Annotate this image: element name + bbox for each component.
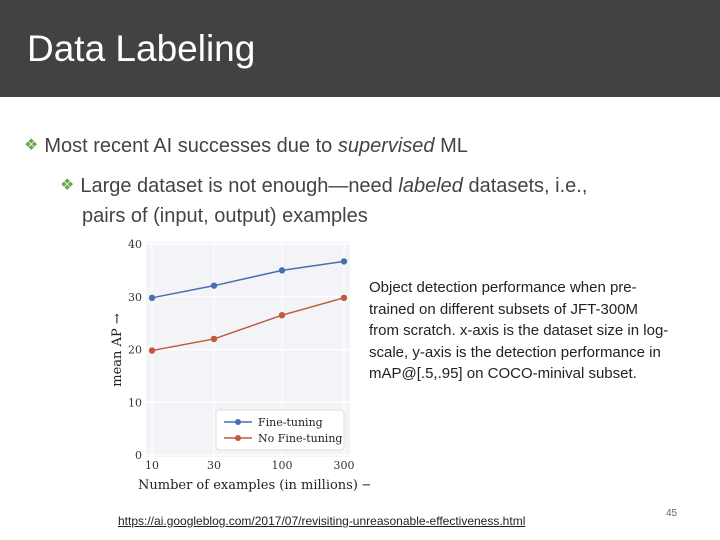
bullet-text-pre: Most recent AI successes due to [44,135,338,157]
legend-box [215,409,345,451]
bullet-level-2: ❖ Large dataset is not enough—need labele… [60,171,700,231]
x-tick-label: 30 [207,459,221,472]
y-axis-label: mean AP → [110,313,125,387]
data-point [210,335,218,343]
chart-caption: Object detection performance when pre-tr… [369,279,669,382]
x-tick-label: 100 [271,459,292,472]
slide-title: Data Labeling [27,28,256,69]
legend-marker [235,419,241,425]
y-tick-label: 40 [128,238,142,251]
series-line [151,297,345,352]
page-number: 45 [666,508,678,519]
source-link[interactable]: https://ai.googleblog.com/2017/07/revisi… [118,514,526,528]
chart-series [148,258,348,354]
bullet-text-post: ML [434,135,468,157]
diamond-bullet-icon: ❖ [60,177,75,194]
bullet-text-pre: Large dataset is not enough—need [80,175,399,197]
series-line [151,260,345,299]
data-point [278,312,286,319]
data-point [148,347,156,354]
y-tick-label: 10 [128,396,142,409]
bullet-text-continuation: pairs of (input, output) examples [82,205,368,227]
bullet-level-1: ❖ Most recent AI successes due to supervi… [24,131,468,161]
y-tick-label: 20 [128,344,142,357]
title-bar: Data Labeling [0,0,720,97]
x-axis-label: Number of examples (in millions) → [138,478,370,493]
data-point [340,294,348,302]
y-tick-label: 0 [135,449,142,462]
diamond-bullet-icon: ❖ [24,137,39,154]
legend-label: Fine-tuning [258,416,323,429]
y-tick-label: 30 [128,291,142,304]
legend-marker [235,435,241,441]
data-point [278,267,286,274]
x-tick-label: 300 [334,459,355,472]
bullet-text-post: datasets, i.e., [462,175,588,197]
y-axis-ticks: 0 10 20 30 40 [128,238,142,462]
data-point [210,282,218,289]
bullet-text-emphasis: supervised [337,135,435,157]
x-tick-label: 10 [145,459,159,472]
x-axis-ticks: 10 30 100 300 [145,459,355,472]
data-point [340,258,348,265]
legend-label: No Fine-tuning [258,432,342,445]
chart-legend: Fine-tuning No Fine-tuning [215,409,345,451]
bullet-text-emphasis: labeled [398,175,463,197]
data-point [148,294,156,302]
